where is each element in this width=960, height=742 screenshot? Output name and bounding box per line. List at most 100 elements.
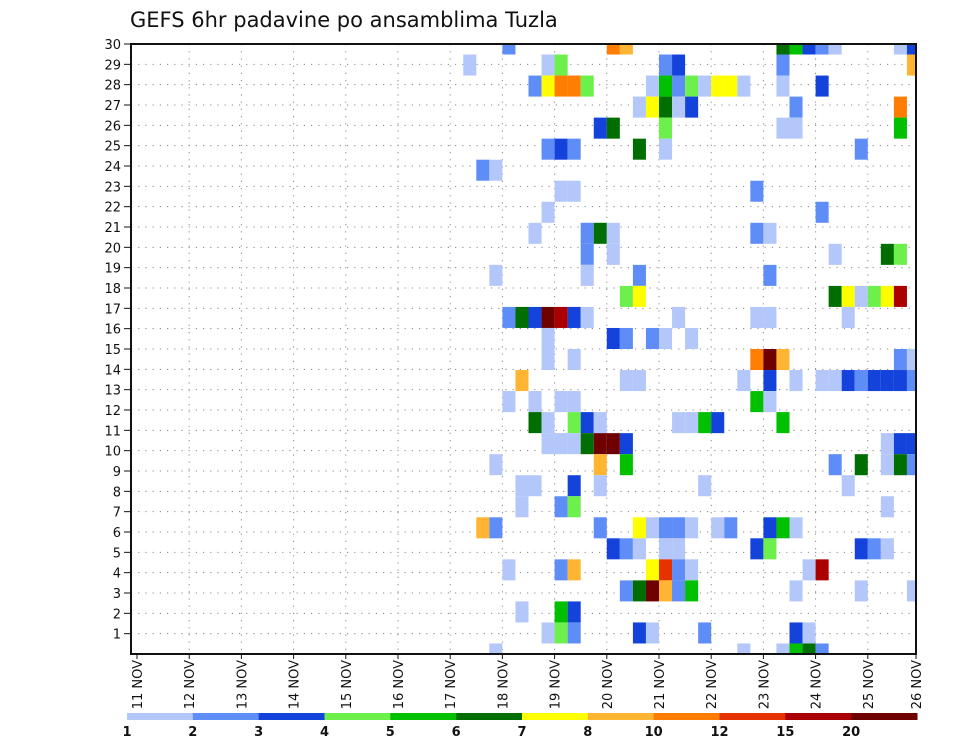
heatmap-cell-member-6 bbox=[750, 538, 764, 560]
y-tick-label: 19 bbox=[104, 262, 121, 277]
heatmap-cell-member-5 bbox=[685, 559, 699, 581]
y-tick-label: 28 bbox=[104, 79, 121, 94]
heatmap-cell-member-10 bbox=[906, 454, 916, 476]
heatmap-cell-member-4 bbox=[645, 580, 659, 602]
heatmap-cell-member-10 bbox=[489, 454, 503, 476]
y-tick-label: 27 bbox=[104, 99, 121, 114]
y-tick-label: 3 bbox=[113, 587, 121, 602]
heatmap-cell-member-7 bbox=[645, 517, 659, 539]
heatmap-cell-member-18 bbox=[841, 285, 855, 307]
heatmap-cell-member-15 bbox=[541, 349, 555, 371]
heatmap-cell-member-4 bbox=[906, 580, 916, 602]
heatmap-cell-member-2 bbox=[554, 622, 568, 644]
heatmap-cell-member-14 bbox=[880, 370, 894, 392]
heatmap-cell-member-17 bbox=[502, 306, 516, 328]
heatmap-cell-member-7 bbox=[672, 517, 686, 539]
heatmap-cell-member-12 bbox=[593, 412, 607, 434]
heatmap-cell-member-26 bbox=[789, 117, 803, 139]
heatmap-cell-member-14 bbox=[906, 370, 916, 392]
heatmap-cell-member-21 bbox=[763, 222, 777, 244]
heatmap-cell-member-26 bbox=[893, 117, 907, 139]
heatmap-cell-member-9 bbox=[567, 475, 581, 497]
heatmap-cell-member-14 bbox=[737, 370, 751, 392]
heatmap-cell-member-4 bbox=[619, 580, 633, 602]
legend-label: 2 bbox=[188, 725, 197, 740]
heatmap-cell-member-17 bbox=[541, 306, 555, 328]
heatmap-cell-member-19 bbox=[763, 264, 777, 286]
y-tick-label: 17 bbox=[104, 302, 121, 317]
heatmap-cell-member-30 bbox=[619, 44, 633, 55]
x-tick-label: 12 NOV bbox=[183, 660, 198, 709]
legend-swatch bbox=[258, 713, 325, 720]
x-tick-label: 26 NOV bbox=[910, 660, 925, 709]
heatmap-cell-member-30 bbox=[802, 44, 816, 55]
heatmap-cell-member-14 bbox=[632, 370, 646, 392]
heatmap-cell-member-6 bbox=[619, 538, 633, 560]
heatmap-cell-member-1 bbox=[815, 643, 829, 654]
heatmap-cell-member-14 bbox=[515, 370, 529, 392]
heatmap-cell-member-5 bbox=[502, 559, 516, 581]
heatmap-cell-member-6 bbox=[659, 538, 673, 560]
x-tick-label: 15 NOV bbox=[340, 660, 355, 709]
heatmap-cell-member-5 bbox=[554, 559, 568, 581]
heatmap-cell-member-5 bbox=[802, 559, 816, 581]
heatmap-cell-member-28 bbox=[645, 75, 659, 97]
heatmap-cell-member-4 bbox=[632, 580, 646, 602]
heatmap-cell-member-12 bbox=[698, 412, 712, 434]
legend-label: 6 bbox=[452, 725, 461, 740]
x-tick-label: 24 NOV bbox=[810, 660, 825, 709]
heatmap-cell-member-29 bbox=[776, 54, 790, 76]
heatmap-cell-member-24 bbox=[489, 159, 503, 181]
x-tick-label: 11 NOV bbox=[131, 660, 146, 709]
heatmap-cell-member-2 bbox=[541, 622, 555, 644]
heatmap-cell-member-21 bbox=[580, 222, 594, 244]
legend-label: 15 bbox=[776, 725, 794, 740]
heatmap-cell-member-30 bbox=[502, 44, 516, 55]
y-tick-label: 15 bbox=[104, 343, 121, 358]
y-tick-label: 21 bbox=[104, 221, 121, 236]
legend-label: 20 bbox=[842, 725, 860, 740]
heatmap-cell-member-7 bbox=[776, 517, 790, 539]
heatmap-cell-member-28 bbox=[815, 75, 829, 97]
heatmap-cell-member-4 bbox=[854, 580, 868, 602]
heatmap-cell-member-16 bbox=[645, 327, 659, 349]
heatmap-cell-member-23 bbox=[567, 180, 581, 202]
heatmap-cell-member-16 bbox=[685, 327, 699, 349]
heatmap-cell-member-14 bbox=[893, 370, 907, 392]
heatmap-cell-member-28 bbox=[580, 75, 594, 97]
heatmap-cell-member-22 bbox=[815, 201, 829, 223]
heatmap-cell-member-29 bbox=[541, 54, 555, 76]
heatmap-cell-member-20 bbox=[828, 243, 842, 265]
y-tick-label: 30 bbox=[104, 38, 121, 53]
heatmap-cell-member-3 bbox=[554, 601, 568, 623]
heatmap-cell-member-8 bbox=[567, 496, 581, 518]
heatmap-cells bbox=[463, 44, 916, 654]
legend-swatch bbox=[390, 713, 457, 720]
heatmap-cell-member-28 bbox=[528, 75, 542, 97]
heatmap-cell-member-13 bbox=[502, 391, 516, 413]
heatmap-cell-member-25 bbox=[854, 138, 868, 160]
heatmap-cell-member-10 bbox=[619, 454, 633, 476]
heatmap-cell-member-5 bbox=[672, 559, 686, 581]
heatmap-cell-member-13 bbox=[763, 391, 777, 413]
heatmap-cell-member-17 bbox=[515, 306, 529, 328]
heatmap-cell-member-17 bbox=[567, 306, 581, 328]
y-tick-label: 13 bbox=[104, 384, 121, 399]
x-axis: 11 NOV 12 NOV 13 NOV 14 NOV 15 NOV 16 NOV 17 N… bbox=[131, 654, 925, 709]
heatmap-cell-member-15 bbox=[906, 349, 916, 371]
heatmap-cell-member-30 bbox=[828, 44, 842, 55]
heatmap-cell-member-15 bbox=[567, 349, 581, 371]
heatmap-cell-member-12 bbox=[685, 412, 699, 434]
y-tick-label: 24 bbox=[104, 160, 121, 175]
heatmap-cell-member-14 bbox=[815, 370, 829, 392]
heatmap-cell-member-27 bbox=[645, 96, 659, 118]
heatmap-cell-member-5 bbox=[815, 559, 829, 581]
y-tick-label: 22 bbox=[104, 201, 121, 216]
x-tick-label: 13 NOV bbox=[235, 660, 250, 709]
heatmap-cell-member-11 bbox=[893, 433, 907, 455]
heatmap-cell-member-18 bbox=[854, 285, 868, 307]
heatmap-cell-member-29 bbox=[906, 54, 916, 76]
heatmap-cell-member-9 bbox=[698, 475, 712, 497]
y-tick-label: 25 bbox=[104, 140, 121, 155]
heatmap-cell-member-29 bbox=[659, 54, 673, 76]
